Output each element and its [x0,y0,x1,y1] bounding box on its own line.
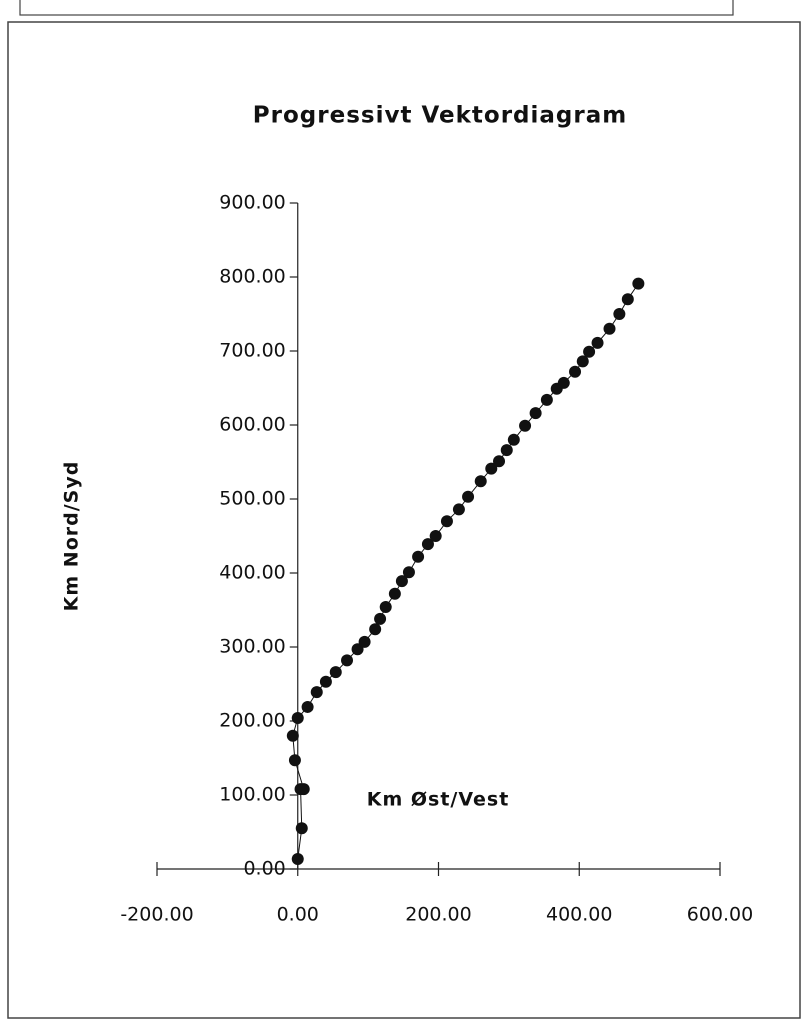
data-point [613,308,626,320]
data-point [621,293,634,306]
data-point [576,355,589,368]
x-tick-label: 400.00 [546,904,612,926]
data-point [374,612,387,625]
data-point [369,623,382,636]
y-tick-label: 400.00 [219,562,285,584]
data-point [297,783,310,796]
data-point [557,376,570,389]
y-tick-label: 500.00 [219,488,285,510]
y-tick-label: 800.00 [219,266,285,288]
data-point [569,365,582,378]
x-tick-label: -200.00 [120,904,193,926]
data-point [379,601,392,614]
data-point [291,853,304,866]
data-point [583,345,596,358]
data-point [319,675,332,688]
data-point [519,419,532,432]
data-point [388,587,401,600]
data-point [485,462,498,475]
data-point [540,393,553,406]
data-point [493,455,506,468]
chart-frame [7,21,801,1019]
data-point [301,700,314,713]
x-axis-label: Km Øst/Vest [367,789,510,811]
x-tick-label: 200.00 [405,904,471,926]
chart-title: Progressivt Vektordiagram [253,103,627,129]
data-point [329,666,342,679]
data-point [500,444,513,457]
data-point [402,566,415,579]
data-point [452,503,465,516]
y-tick-label: 700.00 [219,340,285,362]
y-tick-label: 600.00 [219,414,285,436]
y-tick-label: 900.00 [219,192,285,214]
data-point [412,550,425,563]
data-point [358,635,371,648]
data-line [292,283,639,860]
data-point [632,277,645,290]
data-point [295,822,308,835]
data-point [507,433,520,446]
data-point [603,322,616,335]
data-point [395,575,408,588]
data-point [474,475,487,488]
data-point [429,530,442,542]
y-tick-label: 200.00 [219,710,285,732]
x-tick-label: 0.00 [277,904,319,926]
data-point [288,754,301,767]
data-point [591,336,604,349]
data-point [529,407,542,420]
top-frame [19,0,734,16]
y-tick-label: 100.00 [219,784,285,806]
y-axis-label: Km Nord/Syd [61,461,83,612]
data-point [291,712,304,725]
x-tick-label: 600.00 [687,904,753,926]
y-tick-label: 300.00 [219,636,285,658]
data-point [462,490,475,503]
data-point [440,515,453,528]
data-point [341,654,354,667]
data-point [421,538,434,551]
data-point [310,686,323,699]
y-tick-label: 0.00 [243,858,285,880]
data-point [286,729,299,742]
